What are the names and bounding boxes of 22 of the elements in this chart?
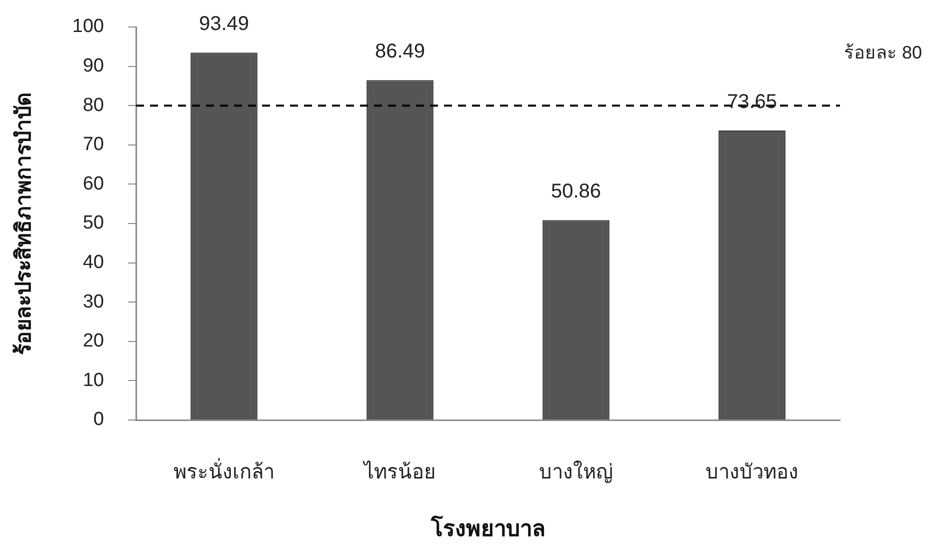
y-tick-label: 50 [82,212,104,234]
ref-line-label: ร้อยละ 80 [844,42,922,63]
y-tick-label: 20 [82,330,104,352]
data-label: 50.86 [550,180,602,203]
y-tick-label: 40 [82,252,104,274]
x-axis-title: โรงพยาบาล [430,514,545,541]
y-tick-label: 100 [72,16,104,38]
y-axis-title: ร้อยละประสิทธิภาพการบำบัด [11,92,36,355]
data-label: 86.49 [374,40,426,63]
y-tick-label: 0 [93,409,104,430]
x-tick-label: ไทรน้อย [362,460,436,484]
y-tick-label: 10 [82,370,104,391]
y-tick-label: 30 [82,291,104,312]
y-tick-label: 60 [82,173,104,194]
data-label: 93.49 [198,13,250,36]
data-label: 73.65 [726,91,778,114]
y-tick-label: 70 [82,134,104,156]
y-tick-label: 80 [82,94,104,116]
x-tick-label: พระนั่งเกล้า [174,458,274,484]
x-tick-label: บางใหญ่ [539,460,613,484]
x-tick-label: บางบัวทอง [706,462,798,484]
y-tick-label: 90 [82,56,104,77]
